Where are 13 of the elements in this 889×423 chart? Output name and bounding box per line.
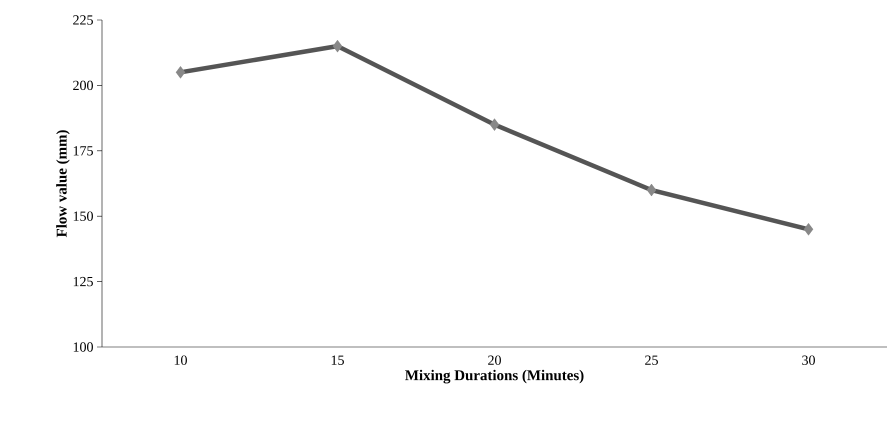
y-tick-label: 125 — [74, 276, 93, 286]
x-tick-label: 15 — [332, 356, 344, 365]
y-tick-label: 200 — [73, 80, 93, 90]
x-tick-label: 20 — [488, 356, 501, 365]
x-axis-title: Mixing Durations (Minutes) — [405, 370, 584, 384]
x-tick-label: 25 — [645, 356, 658, 365]
y-tick-label: 150 — [74, 211, 93, 221]
x-tick-label: 10 — [174, 356, 187, 365]
y-tick-label: 225 — [73, 15, 93, 25]
y-axis-title: Flow value (mm) — [56, 130, 70, 238]
x-tick-label: 30 — [802, 356, 815, 365]
y-tick-label: 100 — [74, 342, 93, 352]
y-tick-label: 175 — [74, 146, 93, 156]
